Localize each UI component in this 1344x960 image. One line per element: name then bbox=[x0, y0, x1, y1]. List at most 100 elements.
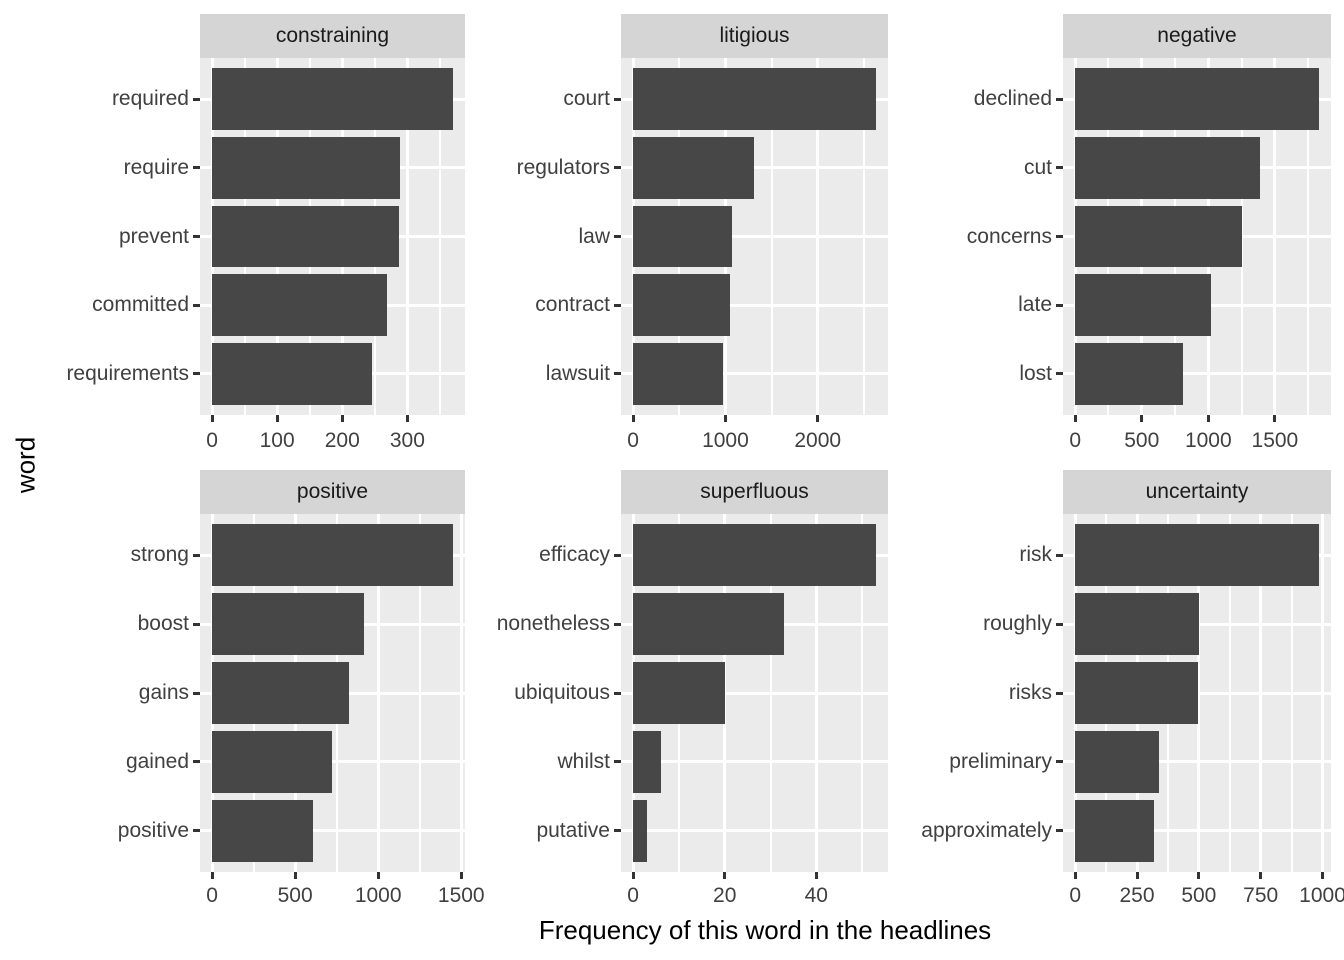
facet-panel-litigious bbox=[621, 58, 888, 415]
x-axis-label-negative-1500: 1500 bbox=[1251, 429, 1299, 452]
bar-boost bbox=[212, 593, 365, 656]
y-axis-label-boost: boost bbox=[137, 612, 189, 636]
y-tick-lawsuit bbox=[614, 372, 621, 376]
y-tick-gains bbox=[193, 691, 200, 695]
bar-declined bbox=[1075, 68, 1319, 131]
y-tick-declined bbox=[1056, 97, 1063, 101]
y-axis-label-requirements: requirements bbox=[66, 361, 189, 385]
x-tick-uncertainty-0 bbox=[1073, 872, 1077, 879]
x-tick-uncertainty-250 bbox=[1135, 872, 1139, 879]
facet-panel-superfluous bbox=[621, 514, 888, 872]
bar-preliminary bbox=[1075, 730, 1160, 793]
facet-panel-uncertainty bbox=[1063, 514, 1331, 872]
x-axis-label-positive-0: 0 bbox=[206, 884, 218, 907]
y-axis-label-committed: committed bbox=[92, 293, 189, 317]
gridline-major bbox=[1063, 372, 1331, 376]
bar-gains bbox=[212, 662, 350, 724]
y-axis-label-approximately: approximately bbox=[921, 818, 1052, 842]
bar-late bbox=[1075, 274, 1211, 337]
x-axis-label-positive-1000: 1000 bbox=[354, 884, 402, 907]
x-tick-constraining-300 bbox=[405, 415, 409, 422]
gridline-major bbox=[200, 760, 465, 764]
facet-panel-negative bbox=[1063, 58, 1331, 415]
facet-strip-negative: negative bbox=[1063, 14, 1331, 58]
x-tick-positive-0 bbox=[210, 872, 214, 879]
y-tick-approximately bbox=[1056, 829, 1063, 833]
bar-requirements bbox=[212, 342, 372, 405]
y-tick-prevent bbox=[193, 235, 200, 238]
y-axis-label-gains: gains bbox=[138, 681, 189, 704]
x-tick-negative-1500 bbox=[1273, 415, 1277, 422]
y-tick-requirements bbox=[193, 372, 200, 376]
x-axis-label-superfluous-40: 40 bbox=[804, 884, 828, 907]
x-axis-label-superfluous-0: 0 bbox=[627, 884, 639, 907]
gridline-major bbox=[621, 760, 888, 764]
x-axis-label-constraining-0: 0 bbox=[206, 429, 218, 452]
gridline-major bbox=[1063, 760, 1331, 764]
y-tick-gained bbox=[193, 760, 200, 764]
facet-strip-constraining: constraining bbox=[200, 14, 465, 58]
y-axis-label-ubiquitous: ubiquitous bbox=[514, 681, 610, 704]
x-tick-superfluous-0 bbox=[631, 872, 635, 879]
x-axis-label-negative-500: 500 bbox=[1124, 429, 1160, 452]
x-axis-label-constraining-200: 200 bbox=[324, 429, 360, 452]
gridline-major bbox=[621, 829, 888, 833]
x-axis-label-negative-1000: 1000 bbox=[1184, 429, 1232, 452]
bar-committed bbox=[212, 274, 387, 337]
x-tick-negative-500 bbox=[1140, 415, 1144, 422]
bar-gained bbox=[212, 730, 332, 793]
facet-panel-constraining bbox=[200, 58, 465, 415]
x-axis-label-litigious-0: 0 bbox=[627, 429, 639, 452]
y-axis-label-putative: putative bbox=[536, 818, 610, 842]
bar-law bbox=[633, 205, 733, 268]
y-tick-roughly bbox=[1056, 622, 1063, 626]
x-axis-label-constraining-300: 300 bbox=[389, 429, 425, 452]
y-axis-label-strong: strong bbox=[130, 543, 189, 567]
y-tick-whilst bbox=[614, 760, 621, 764]
bar-cut bbox=[1075, 136, 1261, 199]
x-tick-negative-1000 bbox=[1206, 415, 1210, 422]
y-axis-label-preliminary: preliminary bbox=[949, 749, 1052, 773]
bar-efficacy bbox=[633, 524, 876, 587]
y-axis-title: word bbox=[10, 436, 41, 494]
bar-contract bbox=[633, 274, 731, 337]
y-axis-label-lawsuit: lawsuit bbox=[545, 361, 610, 385]
y-tick-required bbox=[193, 97, 200, 101]
y-axis-label-risks: risks bbox=[1008, 681, 1052, 704]
y-axis-label-whilst: whilst bbox=[557, 749, 610, 773]
y-tick-law bbox=[614, 235, 621, 238]
bar-concerns bbox=[1075, 205, 1243, 268]
bar-required bbox=[212, 68, 453, 131]
y-tick-putative bbox=[614, 829, 621, 833]
bar-positive bbox=[212, 799, 313, 862]
bar-court bbox=[633, 68, 876, 131]
y-tick-efficacy bbox=[614, 553, 621, 557]
bar-whilst bbox=[633, 730, 661, 793]
y-axis-label-regulators: regulators bbox=[516, 155, 610, 179]
x-tick-superfluous-20 bbox=[723, 872, 727, 879]
bar-lost bbox=[1075, 342, 1183, 405]
bar-lawsuit bbox=[633, 342, 724, 405]
y-tick-committed bbox=[193, 303, 200, 307]
x-tick-negative-0 bbox=[1073, 415, 1077, 422]
y-tick-risk bbox=[1056, 553, 1063, 557]
gridline-major bbox=[621, 372, 888, 376]
x-tick-positive-1000 bbox=[376, 872, 380, 879]
y-tick-boost bbox=[193, 622, 200, 626]
x-tick-litigious-1000 bbox=[723, 415, 727, 422]
y-axis-label-cut: cut bbox=[1023, 155, 1052, 179]
y-tick-preliminary bbox=[1056, 760, 1063, 764]
x-tick-litigious-0 bbox=[631, 415, 635, 422]
bar-risk bbox=[1075, 524, 1319, 587]
y-tick-risks bbox=[1056, 691, 1063, 695]
y-axis-label-law: law bbox=[578, 224, 610, 248]
y-tick-ubiquitous bbox=[614, 691, 621, 695]
x-tick-uncertainty-500 bbox=[1197, 872, 1201, 879]
y-axis-label-declined: declined bbox=[973, 87, 1052, 111]
bar-ubiquitous bbox=[633, 662, 725, 724]
y-tick-cut bbox=[1056, 166, 1063, 170]
y-tick-nonetheless bbox=[614, 622, 621, 626]
x-axis-label-positive-1500: 1500 bbox=[437, 884, 485, 907]
y-axis-label-contract: contract bbox=[535, 293, 610, 317]
x-tick-litigious-2000 bbox=[816, 415, 820, 422]
